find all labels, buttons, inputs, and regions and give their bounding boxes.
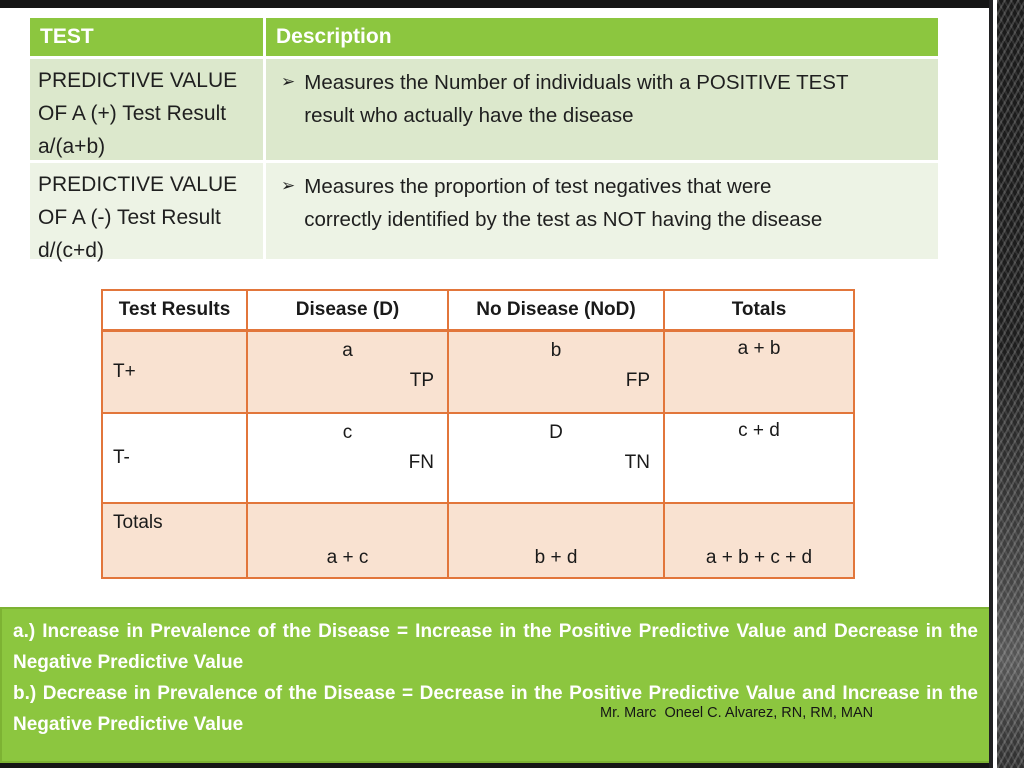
contingency-header-disease: Disease (D): [248, 291, 449, 332]
contingency-cell-true-positive: a TP: [248, 332, 449, 414]
arrow-bullet-icon: ➢: [281, 72, 296, 91]
definition-header-description: Description: [266, 18, 938, 56]
definition-term-positive: PREDICTIVE VALUE OF A (+) Test Result a/…: [30, 59, 263, 160]
contingency-header-test-results: Test Results: [103, 291, 248, 332]
definition-description-negative: ➢ Measures the proportion of test negati…: [266, 163, 938, 259]
bottom-border-bar: [0, 763, 991, 768]
contingency-cell-false-negative: c FN: [248, 414, 449, 504]
top-border-bar: [0, 0, 991, 8]
cell-value-c: c: [342, 422, 353, 443]
note-point-a: a.) Increase in Prevalence of the Diseas…: [13, 621, 978, 673]
contingency-row-label-t-minus: T-: [103, 414, 248, 504]
definition-description-positive: ➢ Measures the Number of individuals wit…: [266, 59, 938, 160]
definition-header-test: TEST: [30, 18, 263, 56]
note-point-b: b.) Decrease in Prevalence of the Diseas…: [13, 683, 978, 735]
attribution-text: Mr. Marc Oneel C. Alvarez, RN, RM, MAN: [600, 705, 874, 721]
contingency-cell-row-total-t-minus: c + d: [665, 414, 853, 504]
contingency-cell-row-total-t-plus: a + b: [665, 332, 853, 414]
cell-tag-fp: FP: [625, 370, 650, 391]
prevalence-note-box: a.) Increase in Prevalence of the Diseas…: [0, 607, 991, 763]
cell-tag-fn: FN: [408, 452, 434, 473]
definition-description-negative-text: Measures the proportion of test negative…: [304, 175, 823, 231]
contingency-cell-column-total-no-disease: b + d: [449, 504, 665, 577]
contingency-row-label-t-plus: T+: [103, 332, 248, 414]
contingency-cell-column-total-disease: a + c: [248, 504, 449, 577]
definition-description-positive-text: Measures the Number of individuals with …: [304, 71, 849, 127]
contingency-header-no-disease: No Disease (NoD): [449, 291, 665, 332]
contingency-table: Test Results Disease (D) No Disease (NoD…: [101, 289, 855, 579]
cell-value-a: a: [342, 340, 353, 361]
contingency-cell-grand-total: a + b + c + d: [665, 504, 853, 577]
contingency-cell-false-positive: b FP: [449, 332, 665, 414]
definition-table: TEST Description PREDICTIVE VALUE OF A (…: [30, 18, 938, 262]
definition-term-negative: PREDICTIVE VALUE OF A (-) Test Result d/…: [30, 163, 263, 262]
slide-edge-line: [989, 0, 993, 768]
cell-tag-tp: TP: [409, 370, 434, 391]
cell-value-b: b: [550, 340, 562, 361]
carbon-fiber-border: [997, 0, 1024, 768]
contingency-cell-true-negative: D TN: [449, 414, 665, 504]
cell-value-d: D: [549, 422, 563, 443]
arrow-bullet-icon: ➢: [281, 176, 296, 195]
contingency-row-label-totals: Totals: [103, 504, 248, 577]
cell-tag-tn: TN: [624, 452, 650, 473]
contingency-header-totals: Totals: [665, 291, 853, 332]
